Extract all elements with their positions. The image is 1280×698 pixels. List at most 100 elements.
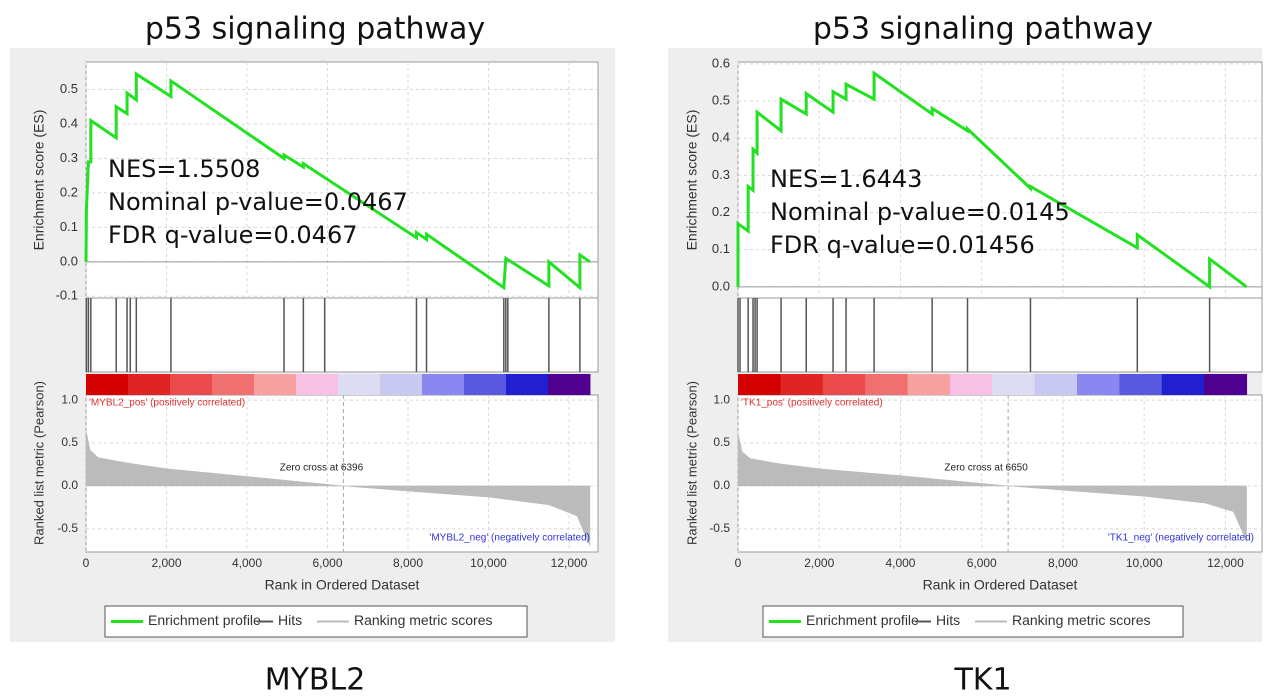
heatmap-band	[379, 374, 423, 395]
y-tick-label: 0.3	[60, 150, 78, 165]
caption: MYBL2	[265, 663, 366, 698]
annotation: FDR q-value=0.0467	[108, 221, 357, 249]
metric-area	[576, 485, 591, 547]
zero-cross-label: Zero cross at 6396	[280, 463, 364, 474]
chart-title: p53 signaling pathway	[813, 12, 1153, 47]
y2-tick-label: -0.5	[57, 521, 78, 535]
heatmap-band	[1034, 374, 1078, 395]
y-tick-label: 0.5	[60, 81, 78, 96]
neg-label: 'MYBL2_neg' (negatively correlated)	[429, 533, 590, 544]
y2-tick-label: 1.0	[61, 392, 78, 406]
x-tick-label: 6,000	[967, 556, 997, 570]
y-tick-label: 0.4	[60, 115, 78, 130]
legend-label: Ranking metric scores	[1012, 612, 1151, 628]
x-tick-label: 12,000	[1207, 556, 1244, 570]
y-tick-label: 0.0	[60, 253, 78, 268]
y2-tick-label: 0.5	[713, 435, 730, 449]
heatmap-band	[253, 374, 297, 395]
y2-tick-label: -0.5	[709, 521, 730, 535]
legend-label: Ranking metric scores	[354, 612, 493, 628]
enrichment-line	[84, 71, 591, 291]
x-tick-label: 2,000	[804, 556, 834, 570]
legend-label: Hits	[278, 612, 302, 628]
y-tick-label: 0.4	[712, 130, 730, 145]
legend	[104, 605, 528, 638]
x-tick-label: 0	[83, 556, 90, 570]
heatmap-band	[1161, 374, 1205, 395]
y-axis-label: Enrichment score (ES)	[31, 110, 47, 251]
x-axis-label: Rank in Ordered Dataset	[265, 577, 420, 593]
heatmap-band	[1204, 374, 1248, 395]
y-tick-label: -0.1	[56, 288, 78, 303]
legend-label: Hits	[936, 612, 960, 628]
heatmap-band	[547, 374, 591, 395]
x-tick-label: 12,000	[551, 556, 588, 570]
x-tick-label: 8,000	[1048, 556, 1078, 570]
y-tick-label: 0.2	[712, 204, 730, 219]
annotation: Nominal p-value=0.0467	[108, 188, 408, 216]
metric-area	[900, 475, 1009, 487]
x-tick-label: 4,000	[885, 556, 915, 570]
y-tick-label: 0.5	[712, 92, 730, 107]
heatmap-band	[86, 374, 129, 395]
x-tick-label: 10,000	[470, 556, 507, 570]
pos-label: 'MYBL2_pos' (positively correlated)	[89, 398, 245, 409]
y2-axis-label: Ranked list metric (Pearson)	[31, 381, 46, 545]
x-axis-label: Rank in Ordered Dataset	[923, 577, 1078, 593]
neg-label: 'TK1_neg' (negatively correlated)	[1108, 533, 1254, 544]
x-tick-label: 10,000	[1126, 556, 1163, 570]
x-tick-label: 2,000	[151, 556, 181, 570]
y-tick-label: 0.2	[60, 184, 78, 199]
heatmap-band	[992, 374, 1036, 395]
y2-tick-label: 0.0	[61, 478, 78, 492]
legend-label: Enrichment profile	[806, 612, 919, 628]
y-tick-label: 0.6	[712, 55, 730, 70]
heatmap-band	[127, 374, 171, 395]
x-tick-label: 0	[735, 556, 742, 570]
chart-title: p53 signaling pathway	[145, 12, 485, 47]
enrichment-line	[736, 70, 1248, 290]
annotation: NES=1.6443	[770, 165, 922, 193]
y-tick-label: 0.1	[60, 219, 78, 234]
heatmap-band	[211, 374, 255, 395]
caption: TK1	[953, 663, 1011, 698]
y2-axis-label: Ranked list metric (Pearson)	[684, 381, 699, 545]
y-tick-label: 0.1	[712, 241, 730, 256]
heatmap-band	[505, 374, 549, 395]
heatmap-band	[421, 374, 465, 395]
legend	[762, 605, 1184, 638]
metric-area	[246, 476, 344, 487]
heatmap-band	[169, 374, 213, 395]
plot-area	[737, 297, 1263, 373]
heatmap-band	[780, 374, 824, 395]
heatmap-band	[337, 374, 381, 395]
pos-label: 'TK1_pos' (positively correlated)	[741, 398, 883, 409]
y-tick-label: 0.0	[712, 278, 730, 293]
legend-label: Enrichment profile	[148, 612, 261, 628]
x-tick-label: 6,000	[312, 556, 342, 570]
metric-area	[1233, 485, 1247, 542]
annotation: NES=1.5508	[108, 155, 260, 183]
y2-tick-label: 0.5	[61, 435, 78, 449]
heatmap-band	[463, 374, 507, 395]
heatmap-band	[822, 374, 866, 395]
annotation: Nominal p-value=0.0145	[770, 198, 1070, 226]
annotation: FDR q-value=0.01456	[770, 231, 1035, 259]
y-axis-label: Enrichment score (ES)	[684, 110, 700, 251]
y2-tick-label: 1.0	[713, 392, 730, 406]
x-tick-label: 8,000	[393, 556, 423, 570]
heatmap-band	[1077, 374, 1120, 395]
heatmap-band	[295, 374, 339, 395]
heatmap-band	[949, 374, 993, 395]
plot-area	[85, 61, 599, 299]
heatmap-band	[865, 374, 909, 395]
plot-area	[85, 297, 599, 373]
heatmap-band	[1119, 374, 1163, 395]
heatmap-band	[738, 374, 781, 395]
zero-cross-label: Zero cross at 6650	[944, 463, 1028, 474]
y-tick-label: 0.3	[712, 167, 730, 182]
heatmap-band	[907, 374, 951, 395]
y2-tick-label: 0.0	[713, 478, 730, 492]
x-tick-label: 4,000	[232, 556, 262, 570]
